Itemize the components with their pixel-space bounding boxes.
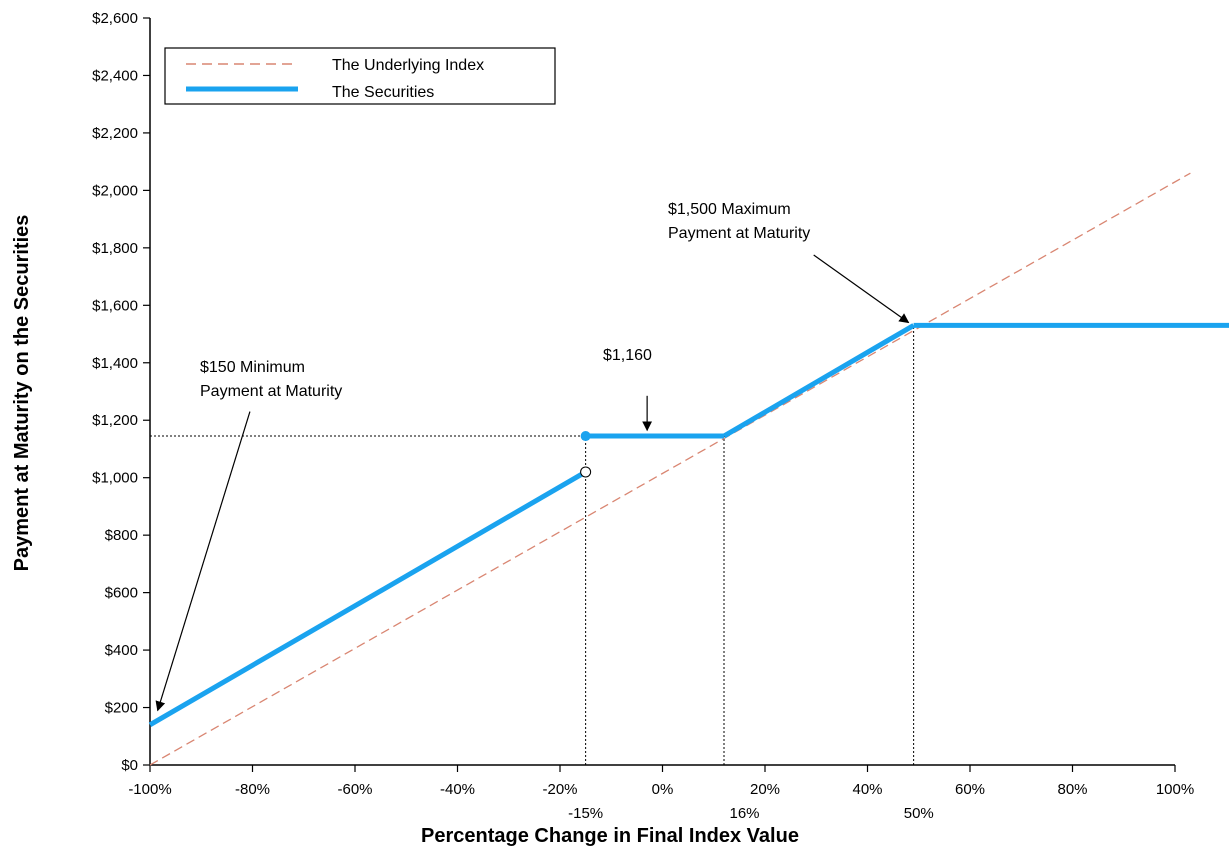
legend: The Underlying Index The Securities [164, 47, 556, 105]
y-tick-label: $1,200 [92, 412, 138, 429]
y-axis-title: Payment at Maturity on the Securities [11, 215, 33, 572]
x-tick-label: 20% [750, 781, 780, 798]
y-tick-label: $2,600 [92, 10, 138, 27]
securities-line-segment [148, 469, 587, 727]
y-tick-label: $1,400 [92, 355, 138, 372]
y-tick-label: $200 [105, 700, 138, 717]
y-tick-label: $2,000 [92, 182, 138, 199]
securities-line-segment [722, 323, 915, 439]
x-tick-label: 100% [1156, 781, 1194, 798]
x-tick-label: 40% [852, 781, 882, 798]
x-tick-label: -80% [235, 781, 270, 798]
underlying-index-line-segment [149, 172, 1191, 766]
securities-open-marker [580, 466, 592, 478]
x-extra-tick-label: 50% [904, 805, 934, 822]
series-layer [148, 172, 1229, 766]
annotation-text-max: $1,500 Maximum [668, 201, 791, 218]
x-axis-title: Percentage Change in Final Index Value [421, 825, 799, 847]
annotation-text-val: $1,160 [603, 347, 652, 364]
annotation-arrow-min [155, 411, 251, 712]
x-tick-label: 80% [1057, 781, 1087, 798]
annotation-arrow-max [813, 254, 910, 324]
legend-label-securities: The Securities [332, 84, 434, 101]
y-tick-label: $2,200 [92, 125, 138, 142]
y-tick-label: $600 [105, 585, 138, 602]
y-tick-label: $1,600 [92, 297, 138, 314]
marker-layer [580, 431, 592, 478]
securities-filled-marker [580, 431, 591, 442]
annotation-text-max: Payment at Maturity [668, 225, 810, 242]
x-tick-label: -40% [440, 781, 475, 798]
x-tick-label: 0% [652, 781, 674, 798]
annotation-layer: $150 Minimum Payment at Maturity $1,160 $1,… [155, 201, 910, 712]
x-extra-tick-label: 16% [729, 805, 759, 822]
y-tick-label: $800 [105, 527, 138, 544]
x-tick-label: 60% [955, 781, 985, 798]
x-extra-tick-label: -15% [568, 805, 603, 822]
x-tick-label: -20% [542, 781, 577, 798]
x-ticks: -100% -80% -60% -40% -20% 0% 20% 40% 60% 80% 100% -… [128, 765, 1194, 822]
y-tick-label: $0 [121, 757, 138, 774]
legend-box [164, 47, 556, 105]
y-tick-label: $1,000 [92, 470, 138, 487]
x-tick-label: -100% [128, 781, 171, 798]
y-tick-label: $1,800 [92, 240, 138, 257]
x-tick-label: -60% [337, 781, 372, 798]
legend-label-underlying-index: The Underlying Index [332, 57, 484, 74]
annotation-text-min: $150 Minimum [200, 359, 305, 376]
reference-lines [150, 325, 915, 765]
y-ticks: $0 $200 $400 $600 $800 $1,000 $1,200 $1,400 $1,6… [92, 10, 150, 774]
y-tick-label: $400 [105, 642, 138, 659]
y-tick-label: $2,400 [92, 67, 138, 84]
annotation-text-min: Payment at Maturity [200, 383, 342, 400]
